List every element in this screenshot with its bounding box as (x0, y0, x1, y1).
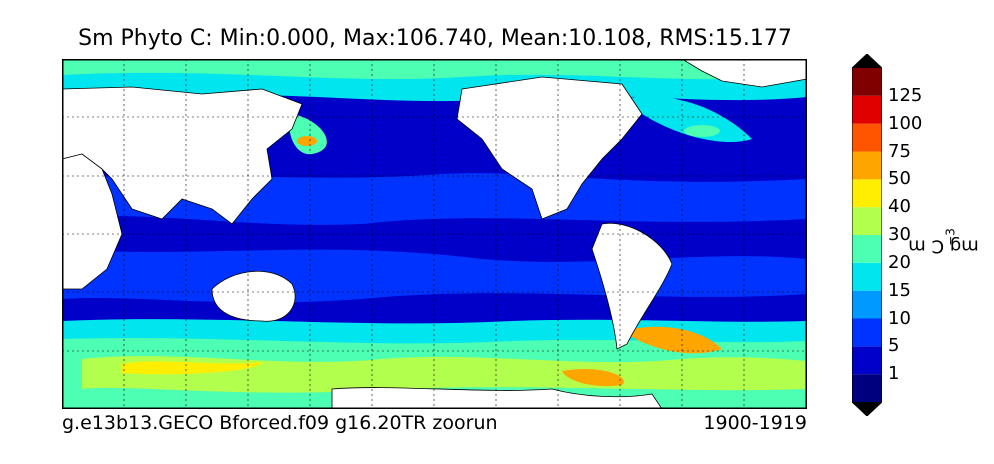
north-atlantic-peak (684, 125, 720, 137)
colorbar-segment (852, 151, 882, 180)
colorbar-segment (852, 318, 882, 347)
units-text: mg C m (908, 235, 979, 257)
land-south-america (591, 222, 673, 350)
colorbar-tick-label: 50 (888, 168, 911, 190)
graticule (62, 59, 807, 409)
southern-bloom-west (122, 361, 262, 375)
colorbar (852, 54, 882, 416)
colorbar-tick-label: 20 (888, 251, 911, 273)
colorbar-segment (852, 346, 882, 375)
colorbar-segment (852, 262, 882, 291)
kuroshio-peak (297, 136, 317, 146)
colorbar-max-arrow (852, 54, 882, 68)
colorbar-tick-label: 125 (888, 84, 923, 106)
weddell-bloom (562, 369, 624, 387)
colorbar-segment (852, 179, 882, 208)
colorbar-tick-label: 75 (888, 140, 911, 162)
colorbar-segment (852, 374, 882, 402)
colorbar-min-arrow (852, 402, 882, 416)
land-australia (211, 270, 296, 322)
colorbar-tick-label: 40 (888, 196, 911, 218)
map-frame (62, 59, 807, 409)
colorbar-segment (852, 290, 882, 319)
plot-title: Sm Phyto C: Min:0.000, Max:106.740, Mean… (78, 26, 792, 51)
colorbar-tick-label: 15 (888, 279, 911, 301)
colorbar-segment (852, 123, 882, 152)
colorbar-segment (852, 235, 882, 263)
kuroshio-bloom (289, 114, 327, 155)
southern-ocean-band-peak (82, 356, 807, 393)
land-north-america (456, 76, 643, 220)
colorbar-tick-label: 30 (888, 224, 911, 245)
land-greenland (681, 59, 807, 88)
colorbar-segment (852, 68, 882, 96)
colorbar-segment (852, 95, 882, 124)
years-label: 1900-1919 (703, 412, 807, 434)
colorbar-tick-label: 100 (888, 112, 923, 134)
colorbar-tick-label: 1 (888, 363, 900, 385)
colorbar-tick-label: 10 (888, 307, 911, 329)
land-antarctica (331, 387, 663, 409)
land-masses (62, 59, 807, 409)
colorbar-tick-label: 5 (888, 335, 900, 357)
phyto-map (62, 59, 807, 409)
colorbar-segment (852, 207, 882, 235)
southern-bloom-east (622, 326, 722, 354)
case-label: g.e13b13.GECO Bforced.f09 g16.20TR zooru… (62, 412, 498, 434)
